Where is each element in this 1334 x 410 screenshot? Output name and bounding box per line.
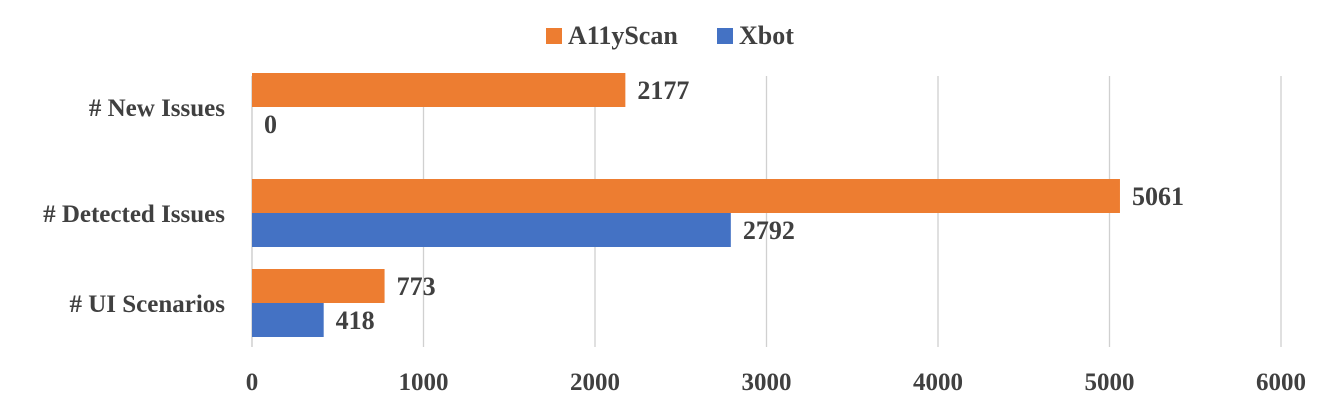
category-label-ui-scenarios: # UI Scenarios [69, 291, 225, 318]
data-label-xbot-new-issues: 0 [264, 110, 277, 139]
x-tick-labels: 0 1000 2000 3000 4000 5000 6000 [246, 369, 1306, 396]
bar-xbot-ui-scenarios [252, 303, 324, 337]
x-tick-label-0: 0 [246, 369, 259, 396]
legend-swatch-a11yscan [546, 28, 562, 44]
x-tick-label-6000: 6000 [1256, 369, 1306, 396]
bar-xbot-detected-issues [252, 213, 731, 247]
x-tick-label-3000: 3000 [742, 369, 792, 396]
data-label-a11yscan-ui-scenarios: 773 [397, 272, 436, 301]
data-labels: 2177 0 5061 2792 773 418 [264, 76, 1184, 335]
data-label-a11yscan-detected-issues: 5061 [1132, 182, 1184, 211]
bar-a11yscan-detected-issues [252, 179, 1120, 213]
category-label-new-issues: # New Issues [89, 95, 225, 122]
x-tick-label-4000: 4000 [913, 369, 963, 396]
bar-a11yscan-ui-scenarios [252, 269, 385, 303]
data-label-a11yscan-new-issues: 2177 [637, 76, 689, 105]
data-label-xbot-detected-issues: 2792 [743, 216, 795, 245]
category-label-detected-issues: # Detected Issues [43, 201, 225, 228]
data-label-xbot-ui-scenarios: 418 [336, 306, 375, 335]
x-tick-label-2000: 2000 [570, 369, 620, 396]
legend: A11yScan Xbot [546, 21, 794, 50]
x-tick-label-1000: 1000 [399, 369, 449, 396]
category-labels: # New Issues # Detected Issues # UI Scenar… [43, 95, 225, 318]
legend-label-a11yscan: A11yScan [568, 21, 678, 50]
bars [252, 73, 1120, 337]
x-tick-label-5000: 5000 [1085, 369, 1135, 396]
legend-swatch-xbot [717, 28, 733, 44]
legend-label-xbot: Xbot [739, 21, 794, 50]
bar-a11yscan-new-issues [252, 73, 626, 107]
